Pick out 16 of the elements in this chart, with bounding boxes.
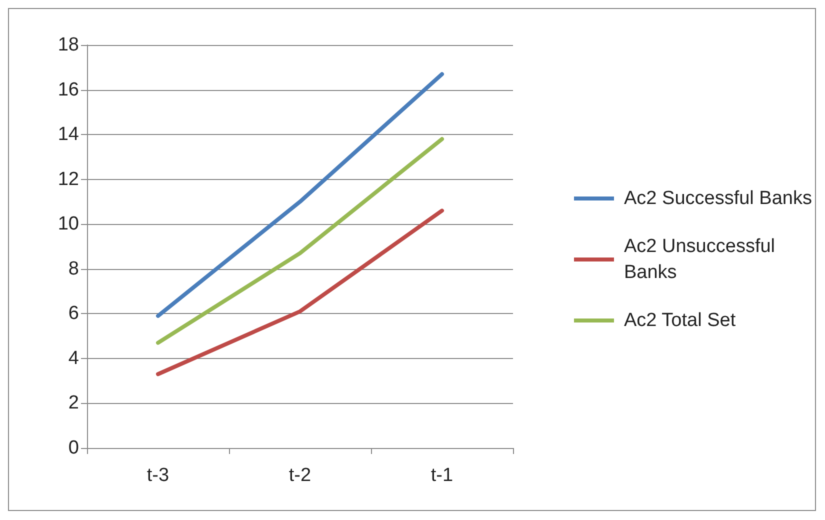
y-tick-label: 12: [58, 168, 79, 190]
legend-label: Ac2 Unsuccessful Banks: [624, 236, 780, 283]
x-tick-label: t-2: [288, 465, 312, 486]
y-tick-label: 4: [68, 348, 80, 369]
y-tick-label: 16: [58, 79, 79, 100]
legend-label: Ac2 Successful Banks: [624, 188, 812, 209]
x-tick-label: t-1: [430, 465, 454, 486]
legend-label: Ac2 Total Set: [624, 310, 736, 331]
y-tick-label: 8: [68, 258, 79, 280]
x-tick-label: t-3: [146, 465, 170, 486]
y-tick-label: 18: [58, 34, 79, 56]
y-tick-label: 6: [68, 303, 79, 324]
y-tick-label: 2: [68, 392, 79, 414]
y-tick-label: 10: [58, 214, 79, 235]
y-tick-label: 0: [68, 438, 79, 458]
y-tick-label: 14: [58, 124, 80, 146]
